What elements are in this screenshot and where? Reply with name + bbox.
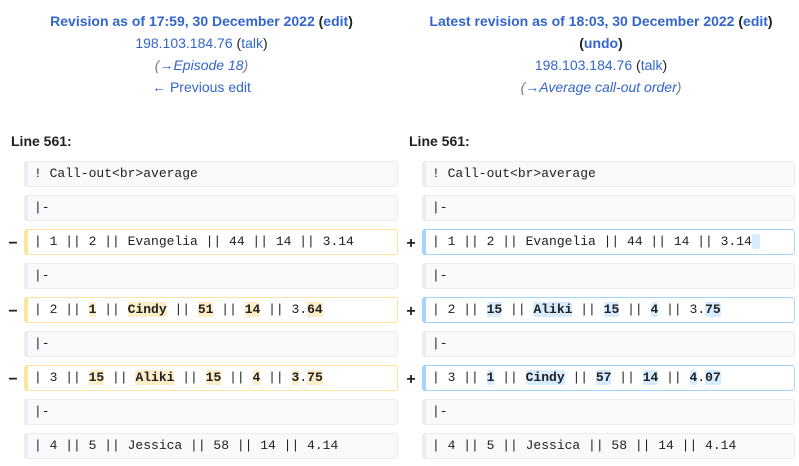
added-segment: 07 xyxy=(705,370,721,385)
undo-link[interactable]: undo xyxy=(583,35,619,51)
diff-added-line: | 2 || 15 || Aliki || 15 || 4 || 3.75 xyxy=(422,297,795,323)
previous-edit-link[interactable]: ← Previous edit xyxy=(152,79,251,95)
diff-context-left: |- xyxy=(24,195,398,221)
added-line-marker: + xyxy=(406,235,416,252)
line-number-left: Line 561: xyxy=(11,133,72,149)
diff-context-right: ! Call-out<br>average xyxy=(422,161,795,187)
diff-added-line: | 3 || 1 || Cindy || 57 || 14 || 4.07 xyxy=(422,365,795,391)
added-segment: Aliki xyxy=(533,302,573,317)
added-whitespace-highlight xyxy=(751,234,760,249)
added-line-marker: + xyxy=(406,371,416,388)
diff-context-left: |- xyxy=(24,331,398,357)
diff-changed-row: − | 3 || 15 || Aliki || 15 || 4 || 3.75 … xyxy=(0,365,799,395)
old-revision-header: Revision as of 17:59, 30 December 2022 (… xyxy=(0,10,403,98)
new-revision-edit-link[interactable]: edit xyxy=(743,13,768,29)
new-revision-edit-summary: (→Average call-out order) xyxy=(520,79,682,95)
diff-context-right: |- xyxy=(422,331,795,357)
old-revision-title-link[interactable]: Revision as of 17:59, 30 December 2022 xyxy=(50,13,315,29)
diff-context-right: |- xyxy=(422,195,795,221)
diff-context-row: |- |- xyxy=(0,263,799,293)
added-segment: 15 xyxy=(486,302,503,317)
diff-context-row: |- |- xyxy=(0,399,799,429)
section-arrow-icon: → xyxy=(525,79,540,95)
diff-context-left: ! Call-out<br>average xyxy=(24,161,398,187)
line-number-right: Line 561: xyxy=(409,133,470,149)
added-segment: Cindy xyxy=(525,370,565,385)
deleted-segment: 51 xyxy=(197,302,214,317)
diff-deleted-line: | 1 || 2 || Evangelia || 44 || 14 || 3.1… xyxy=(24,229,398,255)
added-segment: 4 xyxy=(650,302,659,317)
new-revision-talk-link[interactable]: talk xyxy=(640,57,663,73)
diff-context-row: |- |- xyxy=(0,195,799,225)
old-revision-user-link[interactable]: 198.103.184.76 xyxy=(135,35,233,51)
new-revision-title-link[interactable]: Latest revision as of 18:03, 30 December… xyxy=(429,13,735,29)
deleted-segment: 64 xyxy=(307,302,323,317)
section-arrow-icon: → xyxy=(159,57,174,73)
deleted-segment: Cindy xyxy=(127,302,167,317)
diff-added-line: | 1 || 2 || Evangelia || 44 || 14 || 3.1… xyxy=(422,229,795,255)
deleted-segment: 75 xyxy=(307,370,323,385)
old-revision-edit-summary: (→Episode 18) xyxy=(154,57,249,73)
added-line-marker: + xyxy=(406,303,416,320)
deleted-line-marker: − xyxy=(8,303,18,320)
deleted-segment: 14 xyxy=(244,302,261,317)
new-revision-header: Latest revision as of 18:03, 30 December… xyxy=(403,10,799,98)
diff-context-left: |- xyxy=(24,399,398,425)
deleted-segment: 15 xyxy=(205,370,222,385)
diff-deleted-line: | 2 || 1 || Cindy || 51 || 14 || 3.64 xyxy=(24,297,398,323)
diff-context-left: | 4 || 5 || Jessica || 58 || 14 || 4.14 xyxy=(24,433,398,459)
deleted-segment: 15 xyxy=(88,370,105,385)
old-revision-edit-link[interactable]: edit xyxy=(323,13,349,29)
added-segment: 1 xyxy=(486,370,495,385)
diff-changed-row: − | 2 || 1 || Cindy || 51 || 14 || 3.64 … xyxy=(0,297,799,327)
diff-context-left: |- xyxy=(24,263,398,289)
diff-changed-row: − | 1 || 2 || Evangelia || 44 || 14 || 3… xyxy=(0,229,799,259)
new-revision-section-link[interactable]: →Average call-out order xyxy=(525,79,677,95)
deleted-segment: 3 xyxy=(291,370,300,385)
added-segment: 15 xyxy=(603,302,620,317)
diff-deleted-line: | 3 || 15 || Aliki || 15 || 4 || 3.75 xyxy=(24,365,398,391)
added-segment: 14 xyxy=(642,370,659,385)
diff-context-right: | 4 || 5 || Jessica || 58 || 14 || 4.14 xyxy=(422,433,795,459)
diff-context-row: |- |- xyxy=(0,331,799,361)
diff-context-right: |- xyxy=(422,399,795,425)
old-revision-section-link[interactable]: →Episode 18 xyxy=(159,57,244,73)
added-segment: 57 xyxy=(595,370,612,385)
diff-context-row: | 4 || 5 || Jessica || 58 || 14 || 4.14 … xyxy=(0,433,799,463)
deleted-segment: 1 xyxy=(88,302,97,317)
added-segment: 75 xyxy=(705,302,721,317)
new-revision-user-link[interactable]: 198.103.184.76 xyxy=(534,57,633,73)
deleted-line-marker: − xyxy=(8,371,18,388)
deleted-segment: Aliki xyxy=(135,370,175,385)
old-revision-talk-link[interactable]: talk xyxy=(241,35,263,51)
diff-context-row: ! Call-out<br>average ! Call-out<br>aver… xyxy=(0,161,799,191)
deleted-segment: 4 xyxy=(252,370,261,385)
added-segment: 4 xyxy=(689,370,698,385)
deleted-line-marker: − xyxy=(8,235,18,252)
diff-context-right: |- xyxy=(422,263,795,289)
